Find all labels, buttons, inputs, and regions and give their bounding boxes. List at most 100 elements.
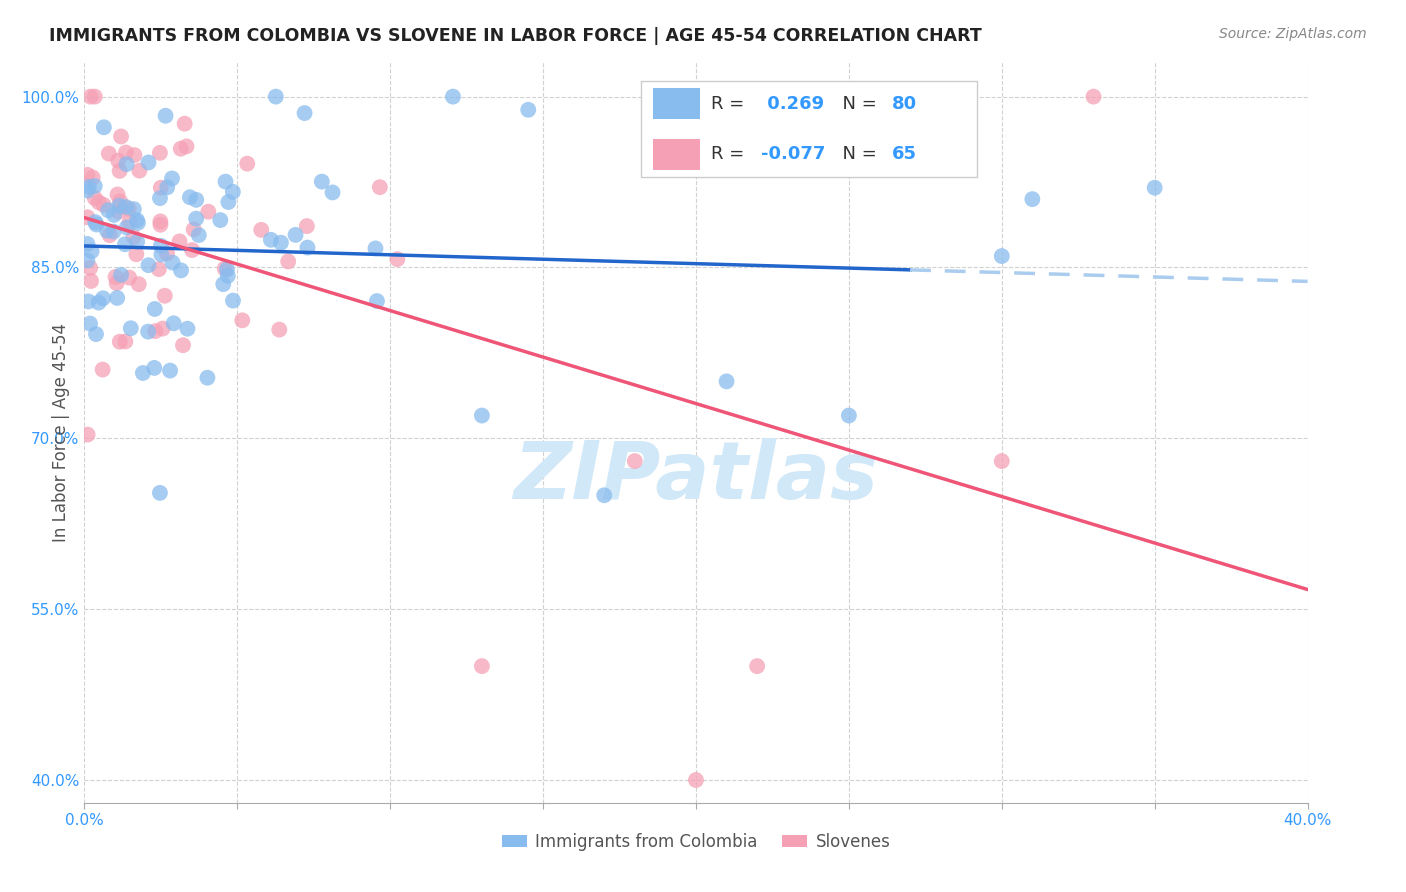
Legend: Immigrants from Colombia, Slovenes: Immigrants from Colombia, Slovenes — [495, 826, 897, 857]
FancyBboxPatch shape — [654, 88, 700, 120]
Text: IMMIGRANTS FROM COLOMBIA VS SLOVENE IN LABOR FORCE | AGE 45-54 CORRELATION CHART: IMMIGRANTS FROM COLOMBIA VS SLOVENE IN L… — [49, 27, 981, 45]
Point — [471, 409, 494, 423]
Point — [87, 195, 110, 210]
Point — [176, 139, 198, 153]
Text: 65: 65 — [891, 145, 917, 163]
Point — [471, 659, 494, 673]
Point — [991, 454, 1014, 468]
Point — [209, 213, 232, 227]
Point — [103, 225, 125, 239]
Point — [80, 244, 103, 259]
Point — [143, 301, 166, 316]
Point — [125, 247, 148, 261]
Point — [149, 191, 172, 205]
Point — [122, 202, 145, 216]
Point — [231, 313, 253, 327]
Point — [183, 222, 205, 236]
Point — [143, 360, 166, 375]
Point — [115, 157, 138, 171]
Point — [270, 235, 292, 250]
Point — [108, 204, 131, 219]
Point — [264, 89, 287, 103]
Point — [179, 190, 201, 204]
Point — [127, 216, 149, 230]
Point — [184, 211, 207, 226]
Point — [120, 321, 142, 335]
Point — [149, 218, 172, 232]
Point — [197, 204, 219, 219]
Point — [110, 129, 132, 144]
Point — [105, 291, 128, 305]
Point — [87, 295, 110, 310]
Point — [107, 187, 129, 202]
Text: -0.077: -0.077 — [761, 145, 825, 163]
Point — [160, 171, 183, 186]
Point — [277, 254, 299, 268]
Point — [1143, 180, 1166, 194]
Point — [624, 454, 647, 468]
Point — [76, 253, 98, 268]
Point — [149, 486, 172, 500]
Point — [149, 239, 172, 253]
Point — [991, 249, 1014, 263]
Point — [79, 260, 101, 275]
Point — [110, 268, 132, 282]
Point — [114, 237, 136, 252]
Point — [115, 145, 138, 160]
Point — [716, 375, 738, 389]
Point — [136, 325, 159, 339]
Point — [108, 194, 131, 209]
Point — [173, 117, 195, 131]
Point — [84, 327, 107, 342]
Point — [128, 277, 150, 292]
Point — [364, 241, 387, 255]
Point — [118, 270, 141, 285]
Y-axis label: In Labor Force | Age 45-54: In Labor Force | Age 45-54 — [52, 323, 70, 542]
Point — [172, 338, 194, 352]
Point — [368, 180, 391, 194]
Point — [83, 179, 105, 194]
Point — [294, 106, 316, 120]
Point — [93, 120, 115, 135]
Point — [685, 772, 707, 787]
Point — [197, 370, 219, 384]
Point — [132, 366, 155, 380]
Point — [107, 153, 129, 168]
Point — [260, 233, 283, 247]
Point — [108, 164, 131, 178]
Point — [217, 268, 239, 283]
Point — [122, 230, 145, 244]
FancyBboxPatch shape — [654, 138, 700, 169]
Point — [152, 321, 174, 335]
Point — [76, 427, 98, 442]
Point — [162, 316, 184, 330]
Text: N =: N = — [831, 145, 882, 163]
Point — [214, 261, 236, 276]
Point — [79, 89, 101, 103]
Point — [105, 276, 128, 290]
Point — [128, 163, 150, 178]
Point — [77, 179, 100, 194]
Point — [86, 218, 108, 232]
Point — [186, 193, 208, 207]
Point — [96, 224, 118, 238]
Point — [170, 263, 193, 277]
Point — [91, 291, 114, 305]
Point — [91, 362, 114, 376]
Point — [114, 334, 136, 349]
Point — [311, 175, 333, 189]
Text: Source: ZipAtlas.com: Source: ZipAtlas.com — [1219, 27, 1367, 41]
Point — [297, 241, 319, 255]
Point — [441, 89, 464, 103]
Point — [138, 258, 160, 272]
Point — [108, 334, 131, 349]
Point — [159, 363, 181, 377]
Point — [149, 145, 172, 160]
Point — [150, 247, 173, 261]
Point — [215, 262, 238, 277]
Point — [127, 235, 149, 249]
Point — [517, 103, 540, 117]
Point — [366, 294, 388, 309]
Point — [84, 215, 107, 229]
Point — [97, 146, 120, 161]
